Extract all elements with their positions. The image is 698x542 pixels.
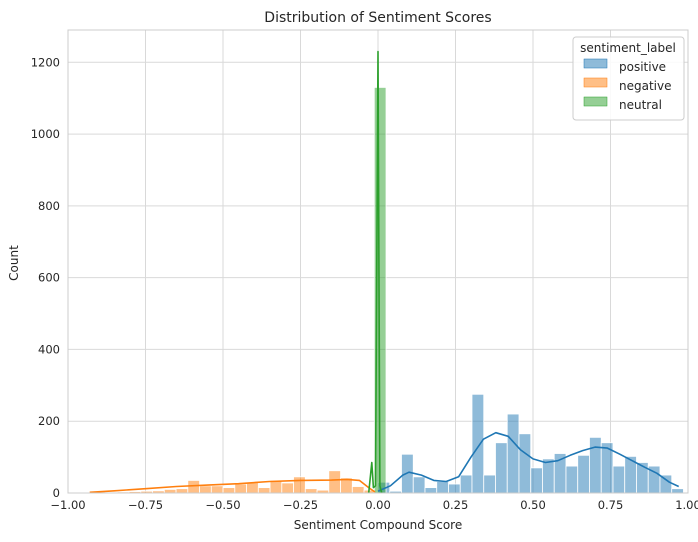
histogram-bar-positive <box>471 393 485 494</box>
histogram-bar-negative <box>222 487 236 494</box>
kde-line-positive <box>377 431 680 492</box>
histogram-bar-positive <box>565 465 579 494</box>
histogram-bar-positive <box>483 474 496 494</box>
histogram-bar-positive <box>577 454 590 494</box>
histogram-bar-negative <box>257 487 271 494</box>
histogram-bar-negative <box>304 488 318 494</box>
histogram-bar-positive <box>495 442 508 494</box>
histogram-bar-negative <box>293 476 306 494</box>
histogram-bar-positive <box>530 467 543 494</box>
legend-swatch-neutral <box>583 96 608 107</box>
x-axis-label: Sentiment Compound Score <box>294 518 462 532</box>
y-tick-label: 0 <box>53 486 60 500</box>
histogram-bar-positive <box>506 413 520 494</box>
y-tick-label: 800 <box>38 199 60 213</box>
legend-swatch-negative <box>583 77 608 88</box>
chart-title: Distribution of Sentiment Scores <box>264 10 491 26</box>
legend-label-negative: negative <box>619 79 671 93</box>
y-axis-label: Count <box>7 245 21 281</box>
legend-label-positive: positive <box>619 60 666 74</box>
y-tick-label: 200 <box>38 414 60 428</box>
histogram-bar-positive <box>636 462 649 494</box>
y-tick-label: 1000 <box>31 127 60 141</box>
histogram-bar-positive <box>612 465 626 494</box>
x-tick-label: −0.75 <box>128 498 163 512</box>
histogram-bars <box>81 87 684 494</box>
histogram-bar-positive <box>518 433 532 494</box>
x-tick-label: 0.75 <box>598 498 624 512</box>
legend-swatch-positive <box>583 58 608 69</box>
histogram-bar-positive <box>542 458 555 494</box>
plot-frame <box>67 29 689 494</box>
histogram-bar-positive <box>424 487 438 494</box>
histogram-bar-negative <box>269 480 283 494</box>
histogram-bar-negative <box>234 483 247 494</box>
legend: sentiment_label positive negative neutral <box>572 36 685 121</box>
x-tick-label: 0.00 <box>365 498 391 512</box>
x-tick-label: −1.00 <box>50 498 85 512</box>
histogram-bar-negative <box>351 486 365 494</box>
legend-entries: positive negative neutral <box>583 58 671 112</box>
y-tick-label: 400 <box>38 342 60 356</box>
histogram-bar-positive <box>659 474 673 494</box>
histogram-bar-negative <box>175 488 189 494</box>
histogram-bar-negative <box>210 485 224 494</box>
y-tick-label: 1200 <box>31 55 60 69</box>
kde-line-negative <box>89 478 376 494</box>
histogram-bar-negative <box>281 482 294 494</box>
legend-label-neutral: neutral <box>619 98 662 112</box>
kde-line-neutral <box>367 50 383 494</box>
histogram-bar-positive <box>671 488 684 494</box>
histogram-bar-negative <box>199 485 212 494</box>
x-tick-label: 0.25 <box>443 498 469 512</box>
histogram-bar-positive <box>459 474 473 494</box>
histogram-bar-negative <box>328 470 341 494</box>
x-tick-label: 0.50 <box>520 498 546 512</box>
histogram-bar-positive <box>589 436 602 494</box>
histogram-bar-positive <box>448 483 461 494</box>
histogram-bar-positive <box>412 476 426 494</box>
histogram-bar-positive <box>436 481 449 494</box>
histogram-bar-negative <box>187 480 200 494</box>
x-tick-label: 1.00 <box>675 498 698 512</box>
y-tick-label: 600 <box>38 271 60 285</box>
x-tick-labels: −1.00 −0.75 −0.50 −0.25 0.00 0.25 0.50 0.75 1.00 <box>50 498 698 512</box>
histogram-bar-negative <box>246 481 259 494</box>
histogram-bar-negative <box>163 489 177 494</box>
x-tick-label: −0.50 <box>205 498 240 512</box>
legend-title: sentiment_label <box>580 41 676 55</box>
kde-curves <box>89 50 680 494</box>
x-tick-label: −0.25 <box>283 498 318 512</box>
y-tick-labels: 0 200 400 600 800 1000 1200 <box>31 55 60 500</box>
